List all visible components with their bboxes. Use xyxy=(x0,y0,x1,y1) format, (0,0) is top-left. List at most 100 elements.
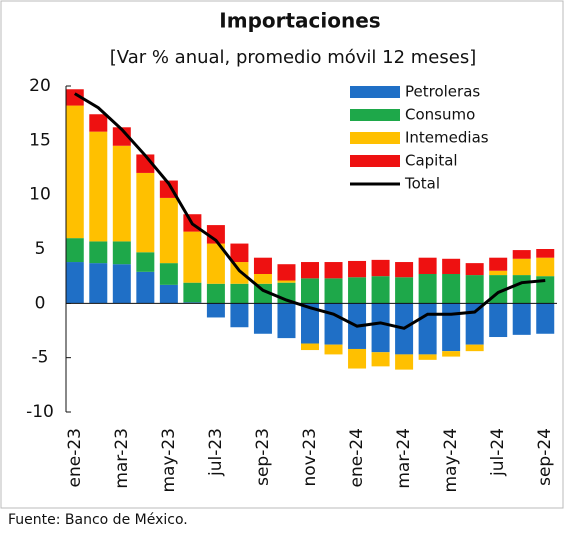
bar-segment xyxy=(112,127,131,146)
bar-segment xyxy=(536,257,555,277)
frame xyxy=(0,0,564,509)
bar-segment xyxy=(324,344,343,355)
x-tick-label: sep-23 xyxy=(253,428,273,486)
bar-segment xyxy=(301,343,319,351)
bar-segment xyxy=(136,252,155,272)
bar-segment xyxy=(277,280,296,283)
bar-segment xyxy=(159,263,178,285)
bar-segment xyxy=(183,282,202,303)
y-tick-label: 5 xyxy=(35,239,46,259)
bar-segment xyxy=(112,241,131,265)
x-tick-label: mar-24 xyxy=(394,428,414,489)
bar-segment xyxy=(183,231,202,283)
bar-segment xyxy=(89,241,108,264)
x-tick-label: ene-24 xyxy=(347,428,367,487)
total-line xyxy=(73,92,546,330)
legend-label: Total xyxy=(404,175,440,193)
bar-segment xyxy=(465,263,484,276)
bar-segment xyxy=(230,303,249,328)
bar-segment xyxy=(89,131,108,242)
bar-segment xyxy=(112,264,131,304)
bar-segment xyxy=(489,303,508,338)
bar-segment xyxy=(348,348,367,369)
bar-segment xyxy=(65,262,84,304)
bar-segment xyxy=(206,243,225,284)
bar-segment xyxy=(465,303,484,345)
x-tick-label: nov-23 xyxy=(300,428,320,487)
bar-segment xyxy=(371,259,390,277)
legend-label: Capital xyxy=(405,152,458,170)
bar-segment xyxy=(301,278,319,304)
bar-segment xyxy=(442,258,461,274)
bar-segment xyxy=(277,264,296,281)
chart-title: Importaciones xyxy=(219,9,380,33)
bar-segment xyxy=(512,303,531,335)
bar-segment xyxy=(183,302,202,304)
bar-segment xyxy=(512,258,531,276)
x-tick-label: may-23 xyxy=(159,428,179,493)
bar-segment xyxy=(253,303,272,334)
chart-subtitle: [Var % anual, promedio móvil 12 meses] xyxy=(110,47,476,68)
bar-segment xyxy=(159,197,178,264)
legend-swatch xyxy=(350,86,400,98)
y-tick-label: -10 xyxy=(26,402,54,422)
bar-segment xyxy=(65,238,84,263)
bar-segment xyxy=(136,172,155,253)
source: Fuente: Banco de México. xyxy=(8,512,188,528)
bar-segment xyxy=(136,271,155,304)
bar-segment xyxy=(348,260,367,278)
x-tick-label: jul-24 xyxy=(488,428,508,477)
y-tick-label: 0 xyxy=(35,293,46,313)
bar-segment xyxy=(89,114,108,132)
bar-segment xyxy=(253,257,272,274)
bar-segment xyxy=(253,273,272,284)
bar-segment xyxy=(324,262,343,279)
legend-swatch xyxy=(350,132,400,144)
bar-segment xyxy=(65,89,84,106)
bar-segment xyxy=(324,303,343,345)
bar-segment xyxy=(112,145,131,242)
bar-segment xyxy=(489,257,508,271)
bar-segment xyxy=(348,277,367,304)
x-tick-label: mar-23 xyxy=(112,428,132,489)
bar-segment xyxy=(301,262,319,279)
bar-segment xyxy=(395,354,414,370)
bar-segment xyxy=(253,283,272,304)
y-tick-label: 10 xyxy=(29,185,51,205)
x-tick-label: sep-24 xyxy=(535,428,555,486)
bar-segment xyxy=(324,278,343,304)
legend-label: Consumo xyxy=(405,106,475,124)
bar-segment xyxy=(465,275,484,304)
bar-segment xyxy=(371,352,390,367)
bar-segment xyxy=(489,270,508,276)
bar-segment xyxy=(159,284,178,304)
legend-swatch xyxy=(350,155,400,167)
x-tick-label: ene-23 xyxy=(65,428,85,487)
bar-segment xyxy=(395,277,414,304)
bar-segment xyxy=(206,303,225,318)
bar-segment xyxy=(418,303,437,355)
bar-segment xyxy=(512,250,531,259)
bar-segment xyxy=(395,262,414,278)
x-tick-label: jul-23 xyxy=(206,428,226,477)
bar-segment xyxy=(371,303,390,353)
bar-segment xyxy=(230,243,249,263)
y-tick-label: 15 xyxy=(29,130,51,150)
legend-label: Petroleras xyxy=(405,83,480,101)
bar-segment xyxy=(536,276,555,304)
y-tick-label: -5 xyxy=(32,348,49,368)
bar-segment xyxy=(230,283,249,304)
bar-segment xyxy=(371,276,390,304)
legend-label: Intemedias xyxy=(405,129,489,147)
bar-segment xyxy=(442,273,461,304)
bar-segment xyxy=(442,303,461,352)
bar-segment xyxy=(536,249,555,258)
bar-segment xyxy=(206,283,225,304)
bar-segment xyxy=(301,303,319,344)
x-tick-label: may-24 xyxy=(441,428,461,493)
bar-segment xyxy=(89,263,108,304)
bar-segment xyxy=(418,354,437,360)
bar-segment xyxy=(65,105,84,239)
bar-segment xyxy=(418,257,437,274)
legend-swatch xyxy=(350,109,400,121)
